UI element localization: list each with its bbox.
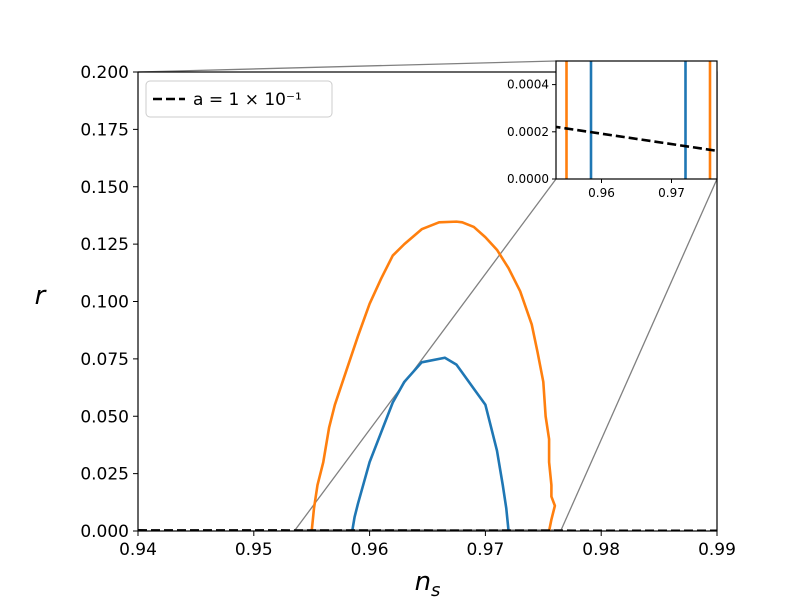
inset-connector-left: [294, 179, 556, 531]
y-tick-label: 0.200: [80, 63, 129, 83]
x-tick-label: 0.94: [119, 540, 157, 560]
inset-y-tick-label: 0.0004: [507, 78, 549, 92]
y-tick-label: 0.000: [80, 522, 129, 542]
y-tick-label: 0.175: [80, 120, 129, 140]
inset-x-tick-label: 0.96: [588, 186, 615, 200]
y-tick-label: 0.150: [80, 178, 129, 198]
x-tick-label: 0.99: [698, 540, 736, 560]
y-tick-label: 0.125: [80, 235, 129, 255]
y-tick-label: 0.075: [80, 350, 129, 370]
inset-connector-right: [561, 179, 717, 531]
y-tick-label: 0.050: [80, 407, 129, 427]
x-tick-label: 0.95: [235, 540, 273, 560]
inset-connector-top: [138, 61, 556, 72]
y-axis-label: r: [35, 281, 48, 311]
series-line-0: [312, 222, 555, 531]
series-line-1: [352, 358, 508, 531]
legend-label: a = 1 × 10⁻¹: [193, 90, 302, 110]
inset-y-tick-label: 0.0002: [507, 125, 549, 139]
y-tick-label: 0.025: [80, 465, 129, 485]
inset-x-tick-label: 0.97: [658, 186, 685, 200]
x-axis-label: ns: [415, 567, 441, 598]
y-tick-label: 0.100: [80, 293, 129, 313]
inset-plot: 0.96 0.97 0.0000 0.0002 0.0004: [462, 61, 797, 200]
legend: a = 1 × 10⁻¹: [146, 81, 332, 117]
x-tick-label: 0.96: [351, 540, 389, 560]
x-tick-label: 0.98: [582, 540, 620, 560]
x-tick-label: 0.97: [466, 540, 504, 560]
inset-background: [556, 61, 717, 179]
inset-y-tick-label: 0.0000: [507, 172, 549, 186]
